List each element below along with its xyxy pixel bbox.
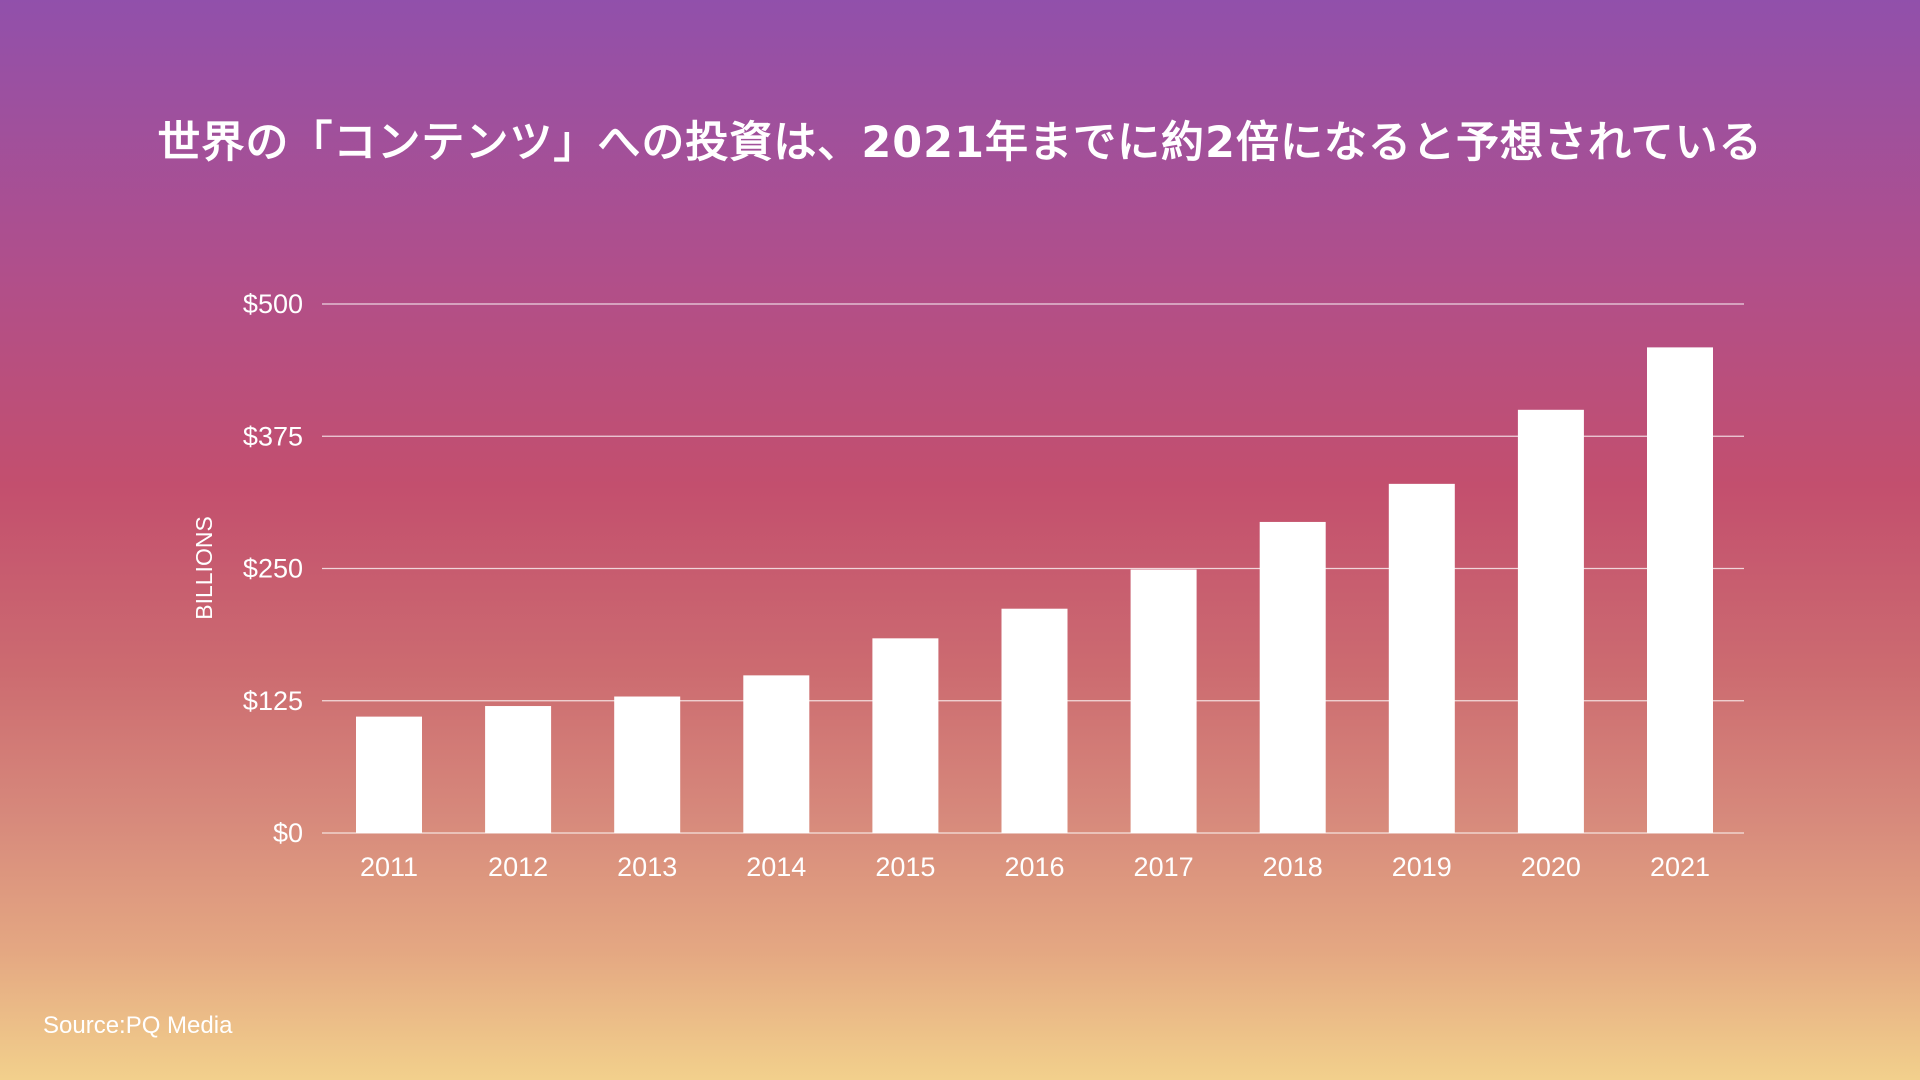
bar-2015 (872, 638, 939, 833)
x-tick-label: 2019 (1392, 852, 1452, 882)
y-tick-label: $375 (243, 421, 303, 451)
x-tick-label: 2012 (488, 852, 548, 882)
x-tick-label: 2020 (1521, 852, 1581, 882)
bar-2018 (1259, 521, 1326, 833)
x-tick-label: 2018 (1263, 852, 1323, 882)
x-tick-label: 2021 (1650, 852, 1710, 882)
bars (356, 347, 1713, 833)
y-axis-label: BILLIONS (191, 516, 217, 620)
bar-2014 (743, 675, 810, 833)
x-tick-label: 2017 (1134, 852, 1194, 882)
y-tick-label: $500 (243, 289, 303, 319)
x-axis-tick-labels: 2011 2012 2013 2014 2015 2016 2017 2018 2019 2020… (360, 852, 1710, 882)
bar-2012 (485, 706, 552, 833)
x-tick-label: 2011 (360, 852, 418, 882)
y-tick-label: $250 (243, 554, 303, 584)
bar-2020 (1517, 409, 1584, 833)
bar-2011 (356, 716, 422, 833)
x-tick-label: 2013 (617, 852, 677, 882)
y-tick-label: $0 (273, 818, 303, 848)
y-axis-tick-labels: $0 $125 $250 $375 $500 (243, 289, 303, 848)
chart-title: 世界の「コンテンツ」への投資は、2021年までに約2倍になると予想されている (157, 118, 1763, 168)
source-note: Source:PQ Media (43, 1012, 233, 1039)
bar-2016 (1001, 608, 1068, 833)
x-tick-label: 2014 (746, 852, 806, 882)
y-tick-label: $125 (243, 686, 303, 716)
bar-2013 (614, 696, 681, 833)
x-tick-label: 2015 (875, 852, 935, 882)
bar-2017 (1130, 569, 1197, 833)
bar-2021 (1647, 347, 1713, 833)
x-tick-label: 2016 (1004, 852, 1064, 882)
bar-2019 (1388, 483, 1455, 833)
